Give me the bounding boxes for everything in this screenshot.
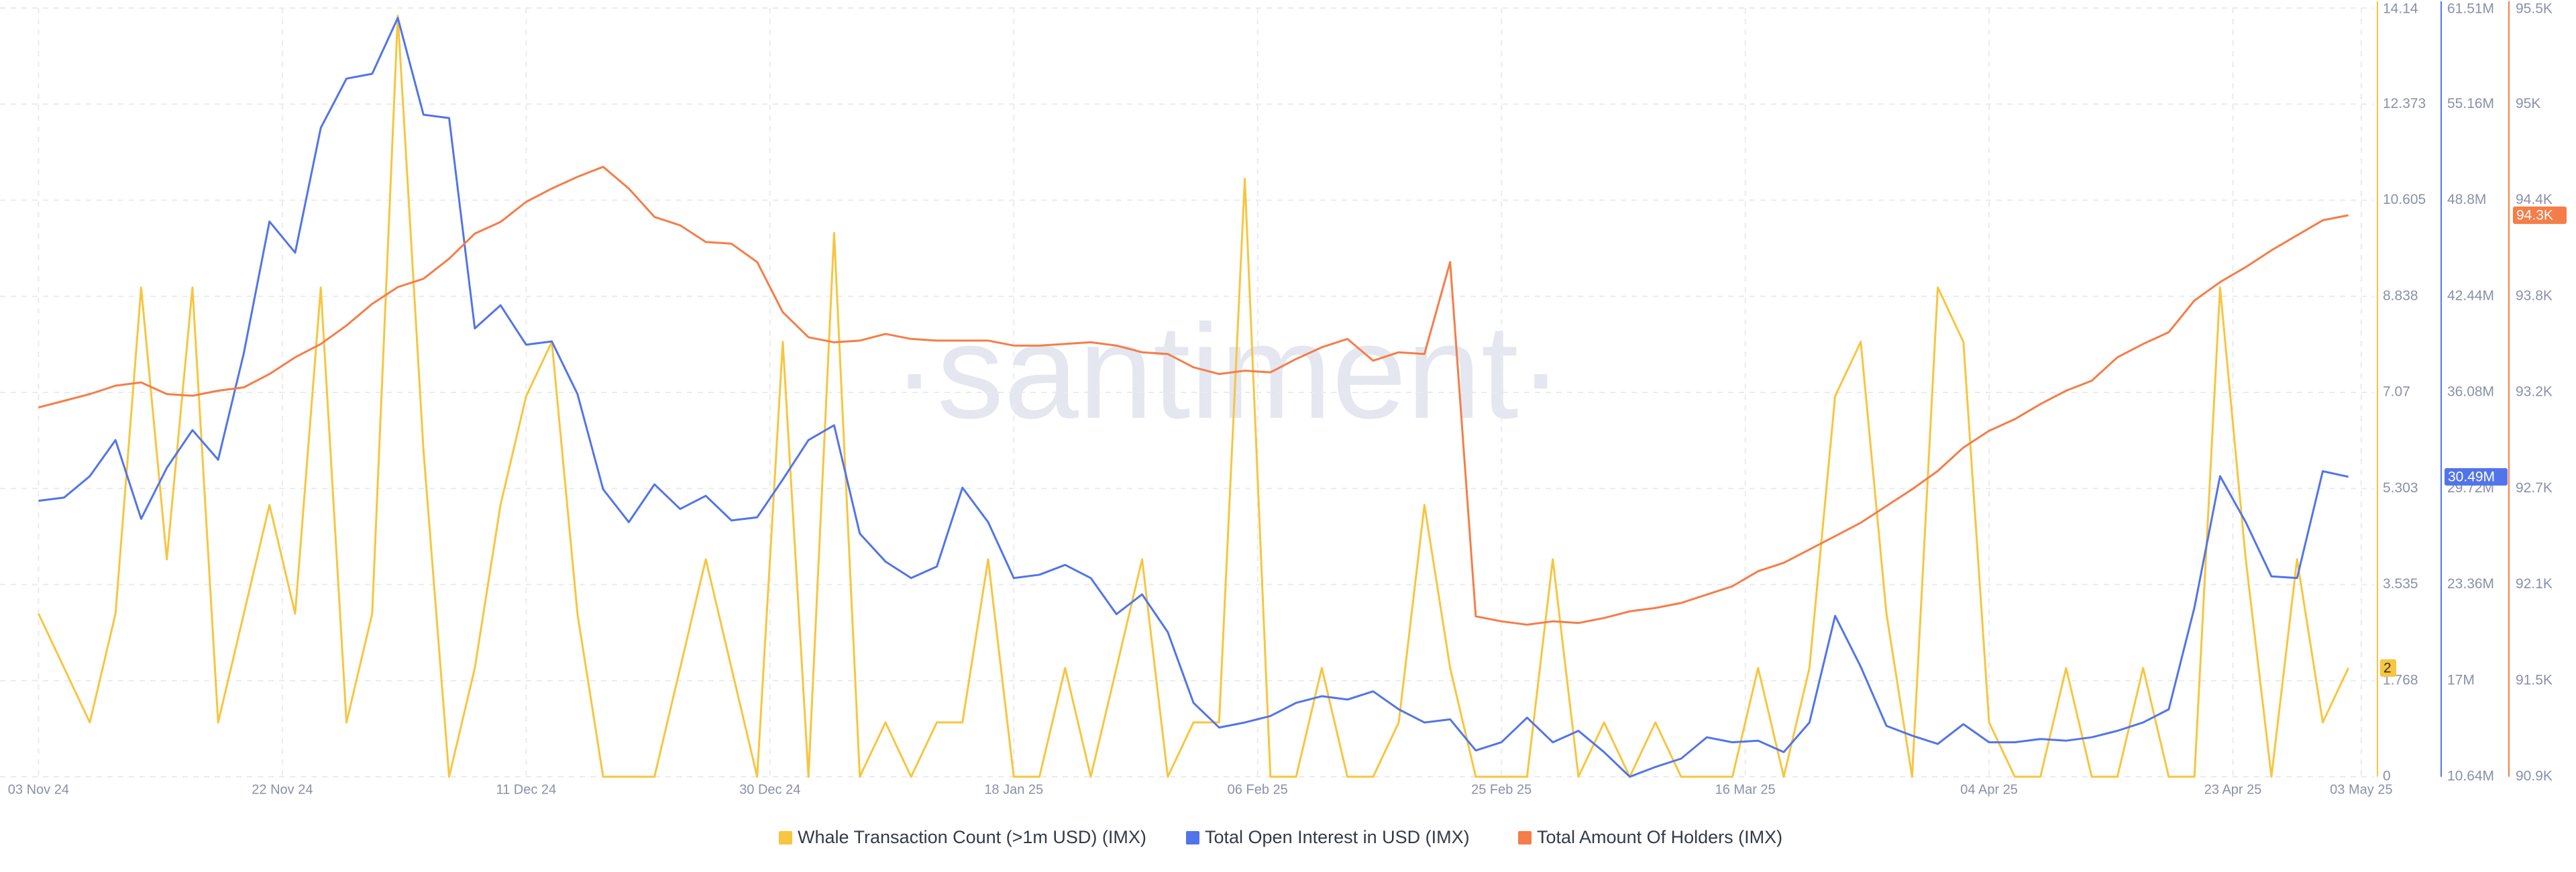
y-tick-label: 17M	[2447, 672, 2475, 688]
y-tick-label: 14.14	[2383, 1, 2418, 17]
y-tick-label: 36.08M	[2447, 384, 2494, 400]
x-tick-label: 30 Dec 24	[739, 782, 800, 797]
x-tick-label: 18 Jan 25	[984, 782, 1043, 797]
y-tick-label: 93.2K	[2516, 384, 2553, 400]
x-tick-label: 03 May 25	[2330, 782, 2392, 797]
y-tick-label: 92.1K	[2516, 576, 2553, 592]
watermark: ·santiment·	[892, 297, 1563, 447]
y-tick-label: 10.64M	[2447, 769, 2494, 784]
value-badge-label: 94.3K	[2516, 207, 2553, 223]
y-tick-label: 93.8K	[2516, 288, 2553, 303]
legend-label: Total Open Interest in USD (IMX)	[1205, 827, 1470, 847]
x-tick-label: 04 Apr 25	[1960, 782, 2018, 797]
x-tick-label: 23 Apr 25	[2204, 782, 2262, 797]
y-tick-label: 95K	[2516, 96, 2540, 111]
x-tick-label: 06 Feb 25	[1228, 782, 1288, 797]
y-tick-label: 61.51M	[2447, 1, 2494, 17]
y-tick-label: 90.9K	[2516, 769, 2553, 784]
y-tick-label: 48.8M	[2447, 192, 2486, 207]
value-badge	[2380, 659, 2396, 677]
y-tick-label: 95.5K	[2516, 1, 2553, 17]
y-tick-label: 10.605	[2383, 192, 2426, 207]
value-badge	[2513, 206, 2567, 224]
x-tick-label: 25 Feb 25	[1471, 782, 1532, 797]
x-tick-label: 16 Mar 25	[1715, 782, 1776, 797]
legend-label: Whale Transaction Count (>1m USD) (IMX)	[798, 827, 1146, 847]
series-line	[38, 14, 2350, 778]
y-tick-label: 23.36M	[2447, 576, 2494, 592]
y-tick-label: 3.535	[2383, 576, 2418, 592]
y-tick-label: 94.4K	[2516, 192, 2553, 207]
value-badge	[2445, 468, 2508, 486]
y-tick-label: 42.44M	[2447, 288, 2494, 303]
series-line	[38, 166, 2349, 626]
y-tick-label: 55.16M	[2447, 96, 2494, 111]
legend-swatch	[1518, 831, 1532, 844]
x-tick-label: 22 Nov 24	[252, 782, 313, 797]
y-tick-label: 0	[2383, 769, 2391, 784]
y-tick-label: 5.303	[2383, 480, 2418, 496]
y-tick-label: 7.07	[2383, 384, 2410, 400]
value-badge-label: 30.49M	[2448, 469, 2495, 484]
y-tick-label: 92.7K	[2516, 480, 2553, 496]
legend-swatch	[1186, 831, 1199, 844]
value-badge-label: 2	[2383, 660, 2392, 675]
legend-label: Total Amount Of Holders (IMX)	[1537, 827, 1782, 847]
y-tick-label: 8.838	[2383, 288, 2418, 303]
x-tick-label: 11 Dec 24	[496, 782, 556, 797]
x-tick-label: 03 Nov 24	[8, 782, 69, 797]
series-line	[38, 17, 2349, 778]
y-tick-label: 12.373	[2383, 96, 2426, 111]
legend-swatch	[779, 831, 792, 844]
y-tick-label: 91.5K	[2516, 672, 2553, 688]
